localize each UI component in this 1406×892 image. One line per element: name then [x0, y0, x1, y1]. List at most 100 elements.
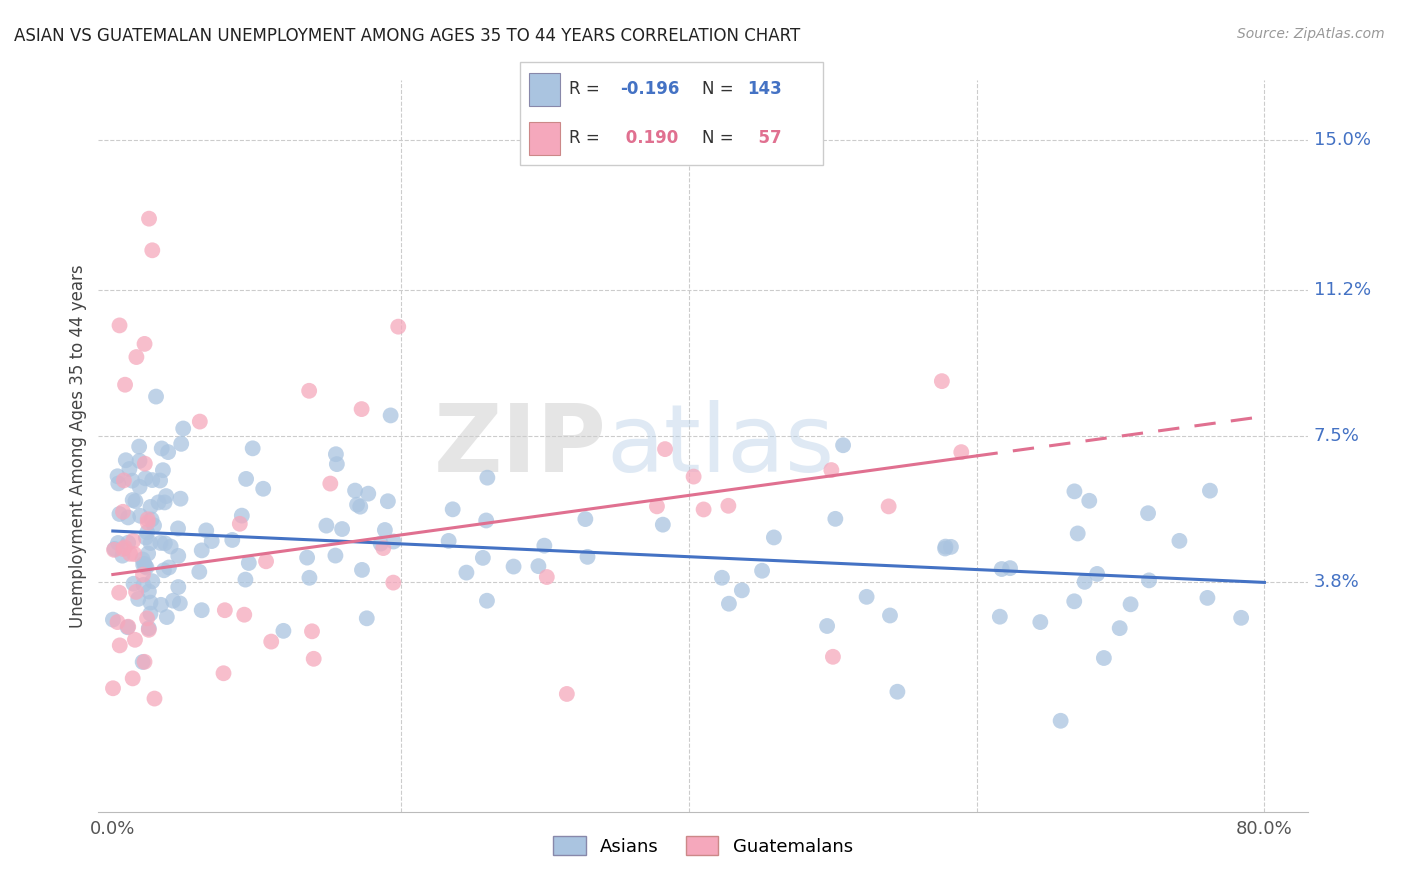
Point — [134, 337, 156, 351]
Point — [382, 534, 405, 549]
Text: N =: N = — [702, 129, 738, 147]
Point — [295, 550, 318, 565]
Point — [357, 486, 380, 500]
Point — [136, 546, 159, 560]
Point — [121, 672, 143, 686]
Point — [117, 535, 139, 549]
Text: 143: 143 — [747, 80, 782, 98]
Point — [370, 536, 392, 550]
Point — [855, 590, 877, 604]
Point — [555, 687, 578, 701]
FancyBboxPatch shape — [520, 62, 823, 165]
Point — [1197, 591, 1219, 605]
Point — [242, 442, 264, 456]
Point — [108, 585, 131, 599]
Point — [141, 473, 163, 487]
Point — [170, 437, 193, 451]
Point — [344, 483, 367, 498]
Point — [128, 454, 150, 468]
Y-axis label: Unemployment Among Ages 35 to 44 years: Unemployment Among Ages 35 to 44 years — [69, 264, 87, 628]
Point — [356, 611, 378, 625]
Point — [990, 562, 1012, 576]
Point — [159, 540, 181, 554]
Point — [1078, 493, 1101, 508]
Point — [298, 384, 321, 398]
Point — [502, 559, 524, 574]
Point — [325, 447, 347, 461]
Point — [815, 619, 838, 633]
Point — [820, 463, 842, 477]
Point — [121, 493, 143, 508]
Point — [326, 457, 349, 471]
Point — [731, 583, 754, 598]
Point — [190, 603, 212, 617]
Point — [124, 632, 146, 647]
Point — [169, 491, 191, 506]
Point — [128, 480, 150, 494]
Point — [149, 536, 172, 550]
Point — [141, 244, 163, 258]
Point — [188, 565, 211, 579]
Point — [145, 390, 167, 404]
Point — [162, 593, 184, 607]
Point — [134, 655, 156, 669]
Text: 3.8%: 3.8% — [1313, 574, 1360, 591]
Point — [131, 655, 153, 669]
Point — [382, 575, 405, 590]
Point — [107, 536, 129, 550]
Point — [132, 578, 155, 592]
Point — [717, 597, 740, 611]
Point — [121, 474, 143, 488]
Point — [132, 558, 155, 572]
Point — [134, 557, 156, 571]
Point — [252, 482, 274, 496]
Point — [156, 610, 179, 624]
Point — [235, 573, 257, 587]
Point — [107, 469, 129, 483]
Point — [229, 516, 252, 531]
Point — [139, 536, 162, 550]
Point — [302, 652, 325, 666]
Point — [136, 516, 159, 530]
Point — [377, 494, 399, 508]
Point — [387, 319, 409, 334]
Point — [651, 517, 673, 532]
Point — [1199, 483, 1222, 498]
Point — [167, 549, 190, 563]
Point — [122, 533, 145, 548]
Point — [101, 681, 124, 696]
Point — [112, 541, 135, 556]
Point — [350, 563, 373, 577]
Text: R =: R = — [568, 80, 605, 98]
Point — [325, 549, 347, 563]
Point — [950, 445, 973, 459]
FancyBboxPatch shape — [529, 122, 560, 155]
Point — [1137, 574, 1160, 588]
Point — [117, 620, 139, 634]
Point — [298, 571, 321, 585]
Point — [1049, 714, 1071, 728]
Point — [319, 476, 342, 491]
Point — [349, 500, 371, 514]
Point — [934, 541, 956, 556]
Point — [821, 649, 844, 664]
Point — [1230, 611, 1253, 625]
Point — [195, 524, 218, 538]
Text: 11.2%: 11.2% — [1313, 281, 1371, 299]
Point — [135, 531, 157, 545]
Point — [1085, 566, 1108, 581]
Point — [998, 561, 1021, 575]
Point — [149, 474, 172, 488]
Point — [125, 585, 148, 599]
Point — [931, 374, 953, 388]
Point — [104, 541, 127, 556]
Text: 15.0%: 15.0% — [1313, 130, 1371, 149]
Text: ASIAN VS GUATEMALAN UNEMPLOYMENT AMONG AGES 35 TO 44 YEARS CORRELATION CHART: ASIAN VS GUATEMALAN UNEMPLOYMENT AMONG A… — [14, 27, 800, 45]
Point — [682, 469, 704, 483]
Point — [346, 498, 368, 512]
Point — [988, 609, 1011, 624]
Point — [124, 547, 146, 561]
Point — [143, 518, 166, 533]
Point — [122, 576, 145, 591]
Point — [273, 624, 295, 638]
